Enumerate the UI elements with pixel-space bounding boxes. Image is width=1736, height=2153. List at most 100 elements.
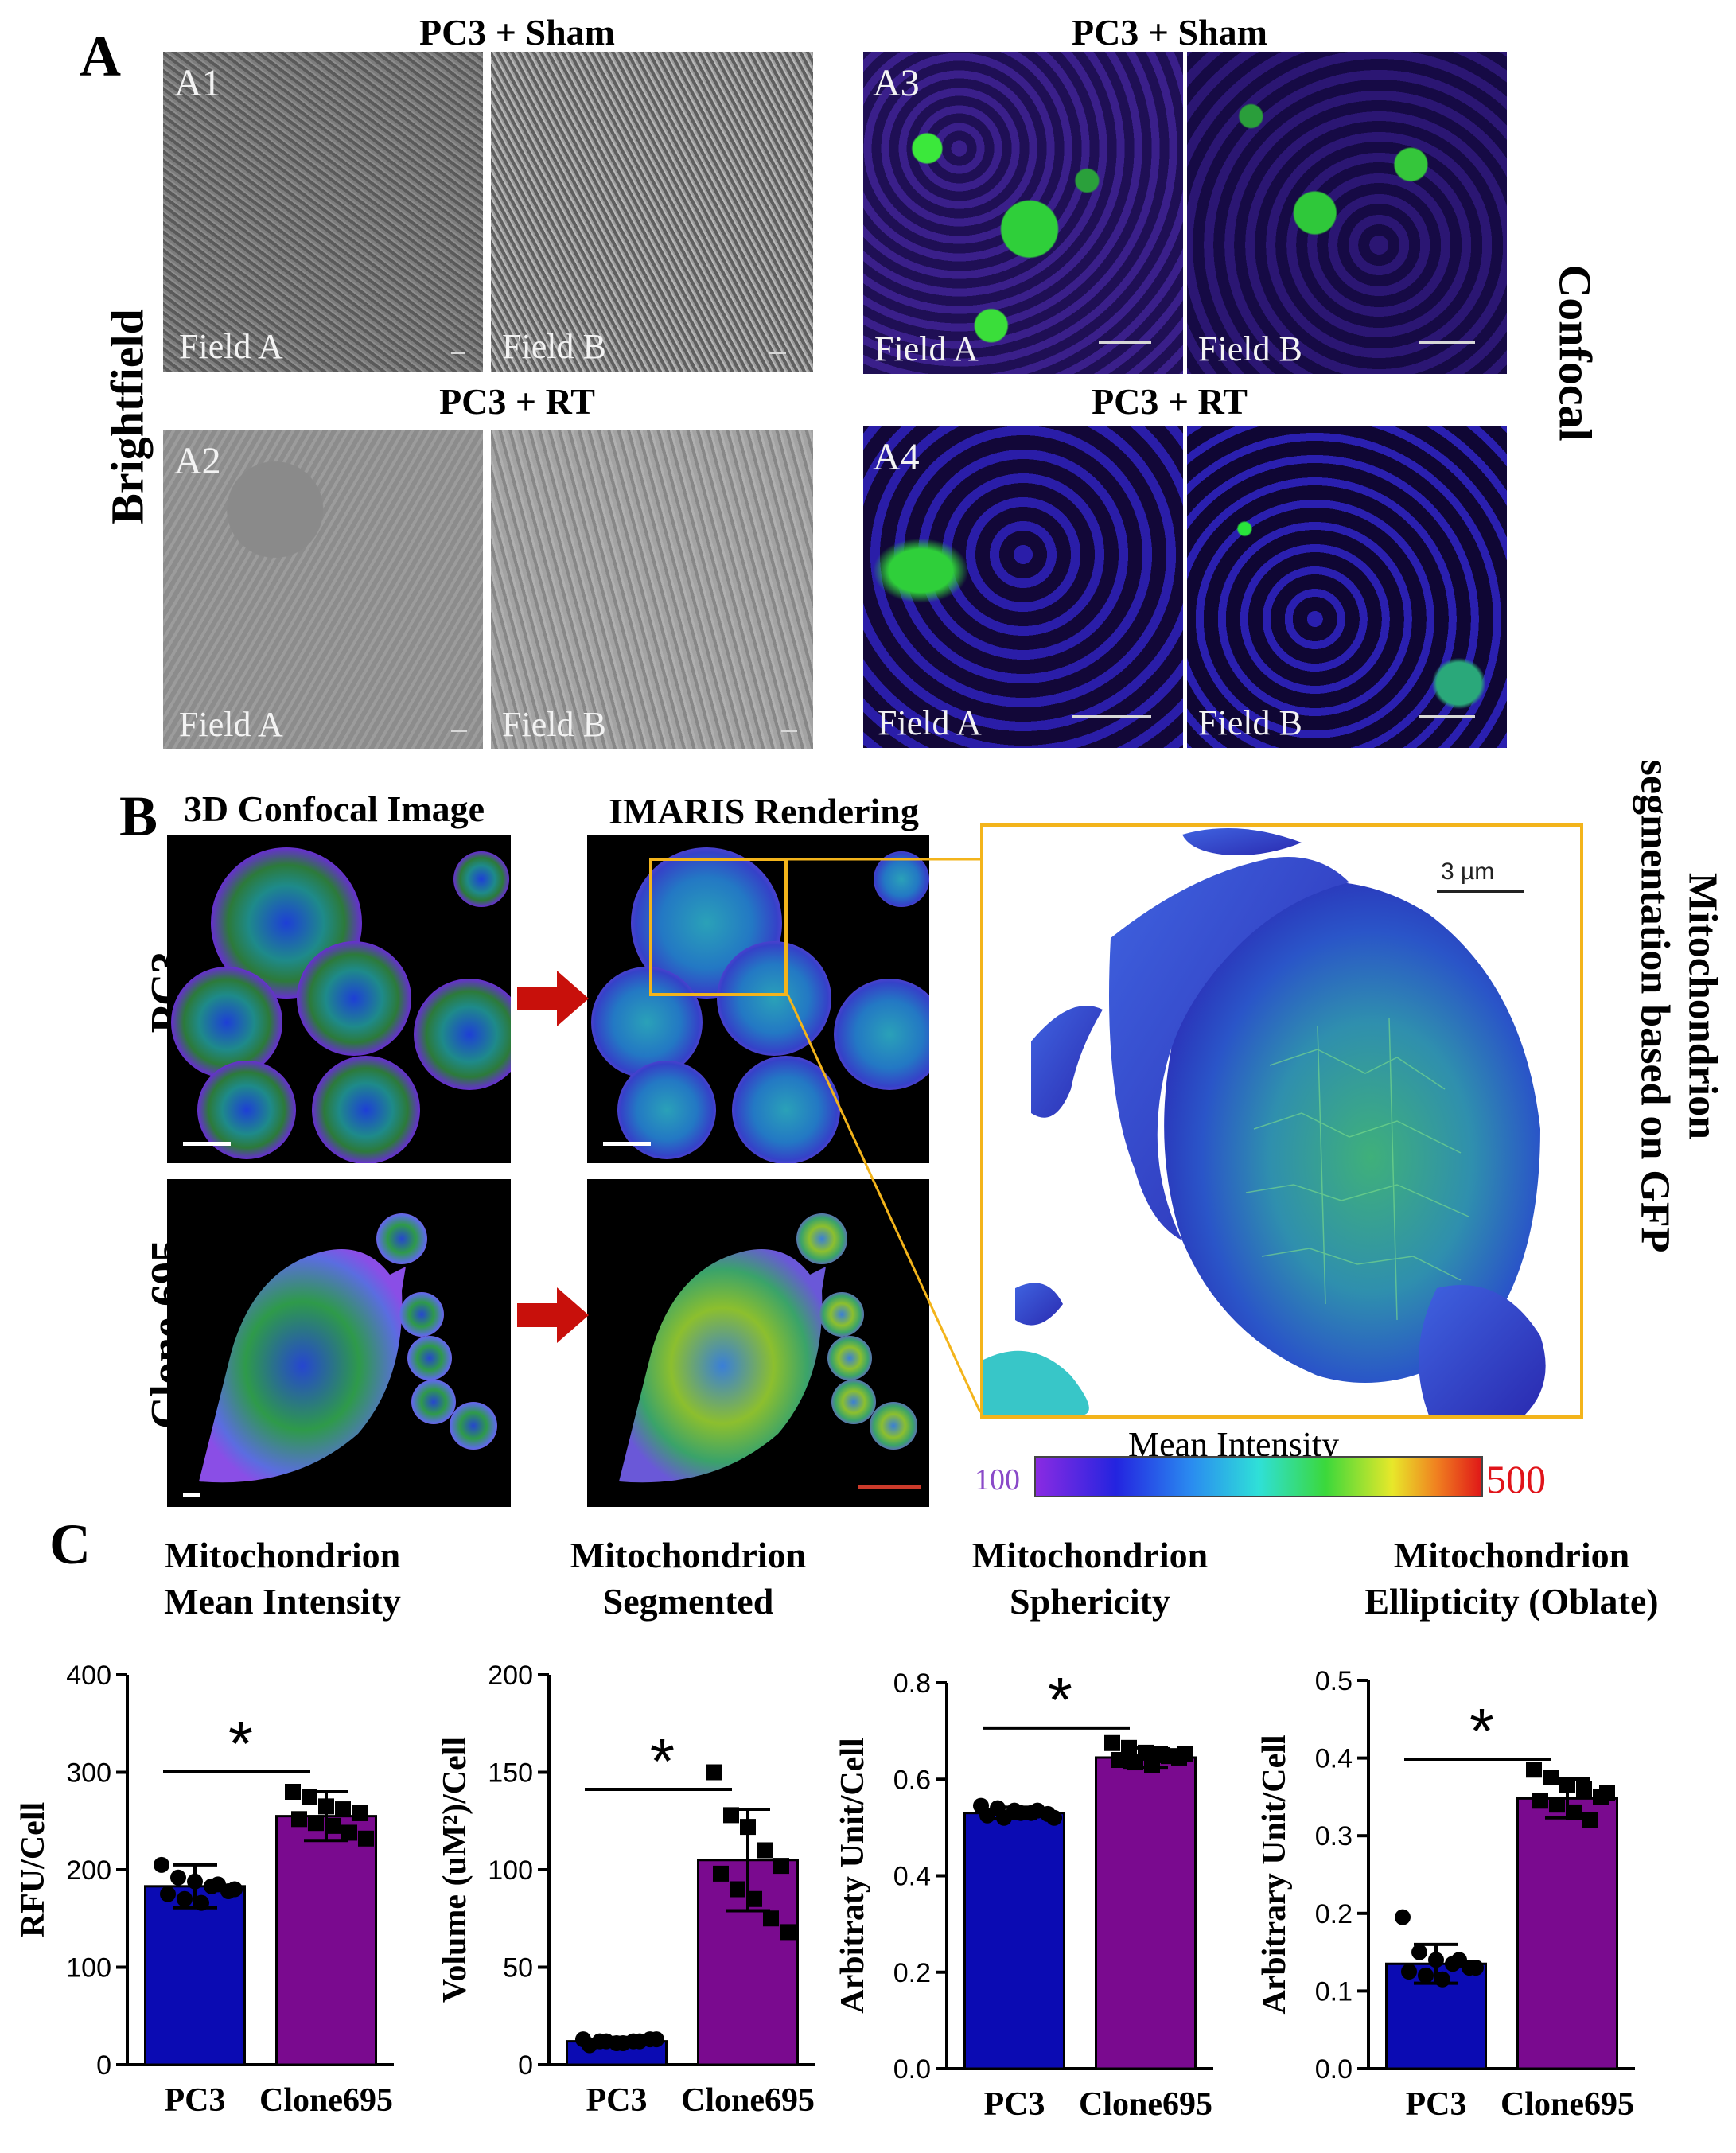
- panel-b-letter: B: [119, 785, 158, 848]
- data-point: [1013, 1805, 1029, 1821]
- cf-bottom-title: PC3 + RT: [1092, 381, 1248, 422]
- segmentation-drawing: [983, 828, 1546, 1415]
- y-tick-label: 200: [488, 1660, 533, 1691]
- data-point: [170, 1869, 186, 1886]
- x-tick-label: Clone695: [259, 2082, 393, 2119]
- data-point: [193, 1894, 209, 1911]
- field-b-label: Field B: [502, 705, 606, 744]
- bar-pc3: [144, 1885, 246, 2066]
- chart-title-line: Mitochondrion: [570, 1535, 806, 1575]
- y-tick-label: 0.4: [893, 1862, 931, 1892]
- data-point: [1434, 1971, 1450, 1988]
- data-point: [1582, 1812, 1598, 1828]
- x-tick-label: Clone695: [1501, 2086, 1634, 2123]
- scale-bar: [1419, 341, 1475, 344]
- bar-clone695: [1095, 1756, 1197, 2070]
- confocal-image-a3-field-a: A3 Field A: [863, 52, 1183, 374]
- bar-clone695: [275, 1815, 377, 2066]
- x-tick-label: PC3: [1406, 2086, 1467, 2123]
- bf-bottom-title: PC3 + RT: [439, 381, 595, 422]
- field-a-label: Field A: [179, 327, 283, 366]
- y-tick-label: 0.4: [1315, 1744, 1353, 1774]
- colorbar: [1034, 1456, 1483, 1497]
- y-tick-label: 0.5: [1315, 1666, 1353, 1696]
- confocal-image-a4-field-b: Field B: [1187, 426, 1507, 748]
- field-b-label: Field B: [502, 327, 606, 366]
- data-point: [1576, 1781, 1592, 1797]
- y-tick-label: 100: [66, 1953, 111, 1984]
- data-point: [1599, 1785, 1615, 1801]
- panel-a-letter: A: [80, 25, 121, 88]
- cells-drawing: [183, 1213, 497, 1497]
- scale-bar: [1072, 715, 1151, 718]
- chart-title-line: Segmented: [603, 1581, 774, 1622]
- data-point: [1046, 1809, 1062, 1826]
- bar-charts: Mitochondrion Mean Intensity 0 100 200 300 400…: [15, 1535, 1659, 2123]
- chart-title-line: Ellipticity (Oblate): [1364, 1581, 1658, 1622]
- field-b-label: Field B: [1198, 703, 1302, 742]
- zoom-scale-label: 3 µm: [1441, 858, 1495, 885]
- bar-pc3: [963, 1812, 1065, 2070]
- significance-star: *: [1469, 1696, 1494, 1766]
- y-tick-label: 150: [488, 1758, 533, 1789]
- chart-title-line: Mitochondrion: [165, 1535, 400, 1575]
- data-point: [1411, 1944, 1427, 1960]
- data-point: [1566, 1804, 1582, 1820]
- data-point: [1144, 1757, 1160, 1773]
- data-point: [1549, 1797, 1565, 1813]
- y-tick-label: 50: [503, 1953, 533, 1984]
- data-point: [1030, 1802, 1045, 1819]
- y-tick-label: 100: [488, 1855, 533, 1886]
- y-tick-label: 0.1: [1315, 1976, 1353, 2007]
- data-point: [773, 1858, 789, 1875]
- data-point: [1127, 1754, 1143, 1771]
- data-point: [302, 1789, 317, 1805]
- cf-top-title: PC3 + Sham: [1071, 12, 1267, 53]
- cells-drawing: [171, 847, 511, 1163]
- data-point: [154, 1856, 169, 1873]
- data-point: [1161, 1748, 1177, 1765]
- field-a-label: Field A: [874, 329, 979, 368]
- data-point: [227, 1881, 243, 1898]
- imaris-rendering-pc3: [587, 835, 929, 1163]
- y-tick-label: 300: [66, 1758, 111, 1789]
- data-point: [598, 2033, 614, 2050]
- data-point: [713, 1865, 729, 1882]
- data-point: [1468, 1960, 1484, 1976]
- data-point: [1121, 1739, 1137, 1756]
- rendering-drawing: [619, 1213, 921, 1489]
- zoom-box: [649, 858, 788, 996]
- data-point: [648, 2031, 664, 2048]
- y-tick-label: 0.8: [893, 1668, 931, 1699]
- significance-star: *: [1048, 1664, 1072, 1735]
- field-b-label: Field B: [1198, 329, 1302, 368]
- y-axis-label: Arbitraty Unit/Cell: [835, 1738, 871, 2013]
- scale-bar: [451, 730, 467, 732]
- data-point: [177, 1890, 193, 1907]
- data-point: [1451, 1952, 1467, 1968]
- data-point: [632, 2033, 648, 2050]
- data-point: [979, 1807, 995, 1824]
- data-point: [291, 1811, 307, 1828]
- y-axis-label: Volume (uM²)/Cell: [437, 1737, 473, 2003]
- imaris-rendering-clone695: [587, 1179, 929, 1507]
- x-tick-label: PC3: [165, 2082, 226, 2119]
- bar-clone695: [1516, 1797, 1618, 2070]
- y-tick-label: 0.2: [1315, 1899, 1353, 1929]
- data-point: [780, 1924, 796, 1941]
- data-point: [318, 1798, 334, 1815]
- colorbar-max-label: 500: [1486, 1457, 1546, 1501]
- y-axis-label: RFU/Cell: [15, 1802, 52, 1937]
- mitochondrion-zoom-rendering: 3 µm: [980, 823, 1583, 1419]
- y-tick-label: 0.0: [1315, 2054, 1353, 2085]
- data-point: [341, 1824, 357, 1841]
- data-point: [1111, 1752, 1127, 1768]
- segmentation-side-label-line2: segmentation based on GFP: [1632, 759, 1678, 1253]
- brightfield-image-a1-field-a: A1 Field A: [163, 52, 483, 372]
- data-point: [1104, 1734, 1120, 1751]
- data-point: [160, 1886, 176, 1902]
- data-point: [187, 1873, 203, 1890]
- significance-star: *: [650, 1726, 675, 1797]
- data-point: [1532, 1793, 1548, 1809]
- x-tick-label: Clone695: [1079, 2086, 1212, 2123]
